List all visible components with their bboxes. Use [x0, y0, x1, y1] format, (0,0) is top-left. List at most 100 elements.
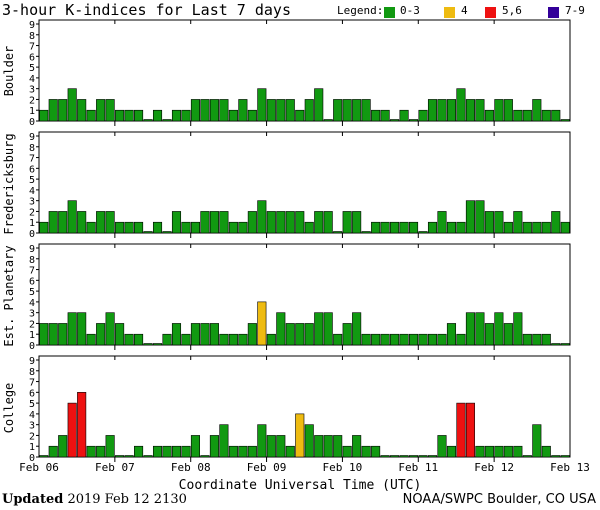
bar-boulder: [475, 99, 485, 122]
bar-fredericksburg: [105, 211, 115, 234]
bar-fredericksburg: [295, 211, 305, 234]
bar-college: [266, 435, 276, 458]
y-tick-label: 2: [29, 95, 35, 106]
bar-fredericksburg: [115, 221, 125, 234]
bar-est-planetary: [134, 333, 144, 346]
bar-college: [513, 445, 523, 458]
bar-college: [276, 435, 286, 458]
bar-college: [58, 435, 68, 458]
bar-boulder: [143, 119, 153, 122]
bar-college: [475, 445, 485, 458]
bar-est-planetary: [152, 343, 163, 346]
bar-fredericksburg: [380, 221, 390, 234]
bar-fredericksburg: [162, 231, 172, 234]
legend-swatch-4: [444, 7, 455, 18]
bar-fredericksburg: [58, 211, 68, 234]
bar-college: [247, 445, 257, 458]
legend-text-7-9: 7-9: [565, 4, 585, 17]
bar-boulder: [228, 109, 238, 122]
bar-college: [48, 445, 58, 458]
bar-fredericksburg: [371, 221, 381, 234]
bar-fredericksburg: [257, 200, 267, 234]
bar-boulder: [295, 109, 305, 122]
y-tick-label: 4: [29, 410, 35, 421]
bar-fredericksburg: [446, 221, 457, 234]
bar-est-planetary: [361, 333, 371, 346]
y-tick-label: 3: [29, 85, 35, 96]
bar-college: [124, 455, 134, 458]
bar-est-planetary: [48, 323, 58, 346]
y-tick-label: 7: [29, 154, 35, 165]
bar-boulder: [371, 109, 381, 122]
bar-boulder: [513, 109, 523, 122]
legend-swatch-7-9: [548, 7, 559, 18]
bar-fredericksburg: [86, 221, 96, 234]
y-tick-label: 6: [29, 52, 35, 63]
bar-fredericksburg: [409, 221, 419, 234]
bar-est-planetary: [266, 333, 276, 346]
bar-boulder: [484, 109, 494, 122]
bar-fredericksburg: [190, 221, 200, 234]
bar-fredericksburg: [390, 221, 400, 234]
bar-college: [465, 402, 475, 458]
y-tick-label: 4: [29, 298, 35, 309]
bar-college: [304, 424, 314, 458]
bar-fredericksburg: [456, 221, 466, 234]
bar-boulder: [257, 88, 267, 122]
x-axis-title: Coordinate Universal Time (UTC): [178, 478, 422, 493]
bar-boulder: [465, 99, 475, 122]
bar-fredericksburg: [48, 211, 58, 234]
bar-est-planetary: [162, 333, 172, 346]
legend-label: Legend:: [337, 4, 384, 17]
bar-boulder: [323, 119, 333, 122]
y-tick-label: 8: [29, 143, 35, 154]
y-tick-label: 5: [29, 287, 35, 298]
y-tick-label: 9: [29, 132, 35, 143]
bar-boulder: [380, 109, 390, 122]
bar-est-planetary: [503, 323, 513, 346]
x-tick-label: Feb 09: [247, 461, 287, 474]
bar-fredericksburg: [484, 211, 494, 234]
bar-fredericksburg: [39, 221, 49, 234]
bar-boulder: [86, 109, 96, 122]
bar-boulder: [200, 99, 210, 122]
bar-fredericksburg: [361, 231, 371, 234]
bar-est-planetary: [58, 323, 68, 346]
bar-college: [522, 455, 532, 458]
bar-boulder: [532, 99, 542, 122]
bar-college: [541, 445, 551, 458]
bar-boulder: [190, 99, 200, 122]
bar-college: [238, 445, 248, 458]
y-tick-label: 2: [29, 319, 35, 330]
bar-est-planetary: [532, 333, 542, 346]
updated-value: 2019 Feb 12 2130: [67, 492, 187, 507]
bar-fredericksburg: [532, 221, 542, 234]
bar-est-planetary: [399, 333, 409, 346]
bar-est-planetary: [446, 323, 457, 346]
legend-text-0-3: 0-3: [400, 4, 420, 17]
bar-boulder: [124, 109, 134, 122]
bar-boulder: [134, 109, 144, 122]
bar-boulder: [209, 99, 219, 122]
bar-boulder: [390, 119, 400, 122]
bar-college: [39, 455, 49, 458]
bar-fredericksburg: [418, 231, 428, 234]
bar-fredericksburg: [266, 211, 276, 234]
bar-fredericksburg: [503, 221, 513, 234]
bar-fredericksburg: [494, 211, 504, 234]
x-tick-label: Feb 12: [474, 461, 514, 474]
bar-est-planetary: [304, 323, 314, 346]
bar-college: [371, 445, 381, 458]
bar-boulder: [266, 99, 276, 122]
bar-boulder: [399, 109, 409, 122]
y-tick-label: 3: [29, 421, 35, 432]
bar-est-planetary: [257, 301, 267, 346]
y-tick-label: 3: [29, 197, 35, 208]
bar-boulder: [437, 99, 447, 122]
legend-text-5-6: 5,6: [502, 4, 522, 17]
chart-title: 3-hour K-indices for Last 7 days: [2, 1, 291, 19]
bar-college: [494, 445, 504, 458]
bar-est-planetary: [409, 333, 419, 346]
bar-boulder: [58, 99, 68, 122]
